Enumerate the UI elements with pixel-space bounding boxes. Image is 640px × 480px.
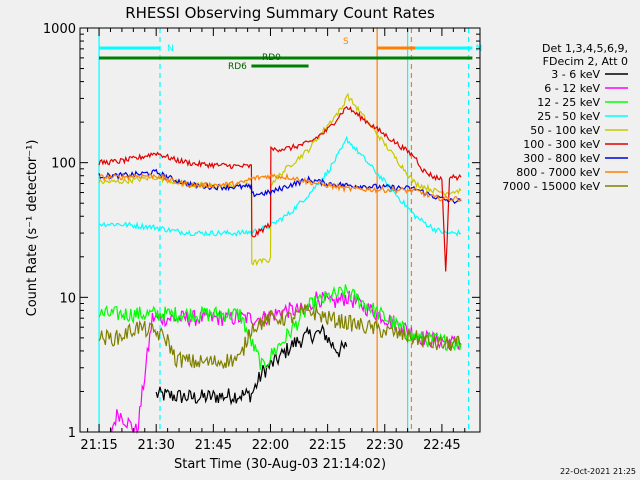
annotation-label-2: S — [343, 37, 349, 47]
plot-area — [80, 28, 480, 432]
chart-title: RHESSI Observing Summary Count Rates — [125, 4, 435, 22]
y-tick-label-3: 1000 — [43, 22, 76, 37]
series-layer — [98, 92, 462, 435]
legend-label-6: 300 - 800 keV — [523, 152, 600, 165]
series-line-6 — [98, 168, 462, 204]
x-tick-label-3: 22:00 — [252, 438, 289, 453]
legend-label-3: 25 - 50 keV — [537, 110, 600, 123]
legend-label-5: 100 - 300 keV — [523, 138, 600, 151]
annotation-label-3: RD0 — [262, 53, 281, 63]
legend: Det 1,3,4,5,6,9,FDecim 2, Att 03 - 6 keV… — [502, 42, 628, 193]
x-tick-label-1: 21:30 — [137, 438, 174, 453]
y-tick-label-0: 1 — [68, 426, 76, 441]
plot-frame — [79, 27, 481, 433]
series-line-0 — [155, 323, 348, 406]
x-axis-label: Start Time (30-Aug-03 21:14:02) — [174, 457, 386, 472]
series-line-5 — [98, 105, 462, 272]
y-axis-label: Count Rate (s⁻¹ detector⁻¹) — [25, 140, 40, 317]
legend-label-8: 7000 - 15000 keV — [502, 180, 600, 193]
y-tick-label-1: 10 — [59, 291, 76, 306]
annotation-label-0: N — [167, 44, 174, 54]
series-line-1 — [109, 290, 462, 435]
x-tick-label-6: 22:45 — [423, 438, 460, 453]
legend-header-0: Det 1,3,4,5,6,9, — [542, 42, 628, 55]
series-line-8 — [98, 303, 462, 369]
footer-timestamp: 22-Oct-2021 21:25 — [560, 467, 636, 476]
series-line-3 — [98, 135, 462, 237]
legend-label-0: 3 - 6 keV — [551, 68, 600, 81]
legend-label-7: 800 - 7000 keV — [516, 166, 600, 179]
x-tick-label-5: 22:30 — [366, 438, 403, 453]
vertical-markers — [98, 28, 470, 432]
y-tick-label-2: 100 — [51, 157, 76, 172]
legend-label-2: 12 - 25 keV — [537, 96, 600, 109]
series-line-7 — [98, 172, 462, 203]
legend-label-1: 6 - 12 keV — [544, 82, 600, 95]
axes: 1 10 100 1000 21:15 21:30 21:45 22:00 22:15 22:30… — [43, 22, 481, 453]
legend-label-4: 50 - 100 keV — [530, 124, 600, 137]
x-tick-label-2: 21:45 — [195, 438, 232, 453]
legend-header-1: FDecim 2, Att 0 — [543, 55, 628, 68]
series-line-2 — [98, 284, 462, 370]
annotation-label-4: RD6 — [228, 62, 247, 72]
plot-background — [80, 28, 480, 432]
x-tick-label-4: 22:15 — [309, 438, 346, 453]
x-tick-label-0: 21:15 — [80, 438, 117, 453]
